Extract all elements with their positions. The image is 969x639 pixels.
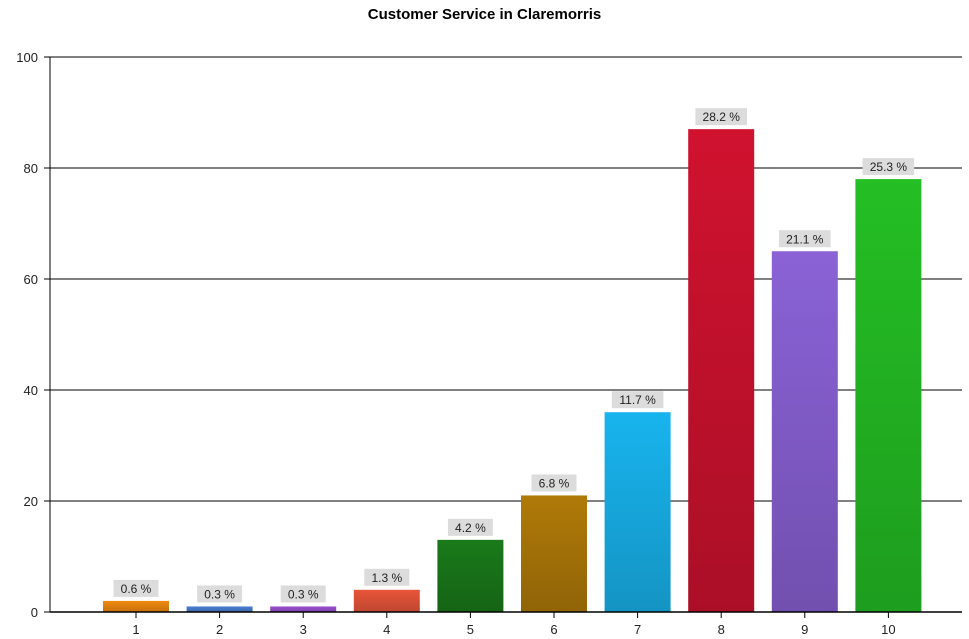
bar-3 — [270, 606, 337, 612]
data-label-bg — [862, 158, 915, 176]
data-label-bg — [280, 585, 326, 603]
data-label-bg — [197, 585, 243, 603]
axes: 0 20 40 60 80 100 1 2 3 4 5 6 7 8 9 10 — [16, 50, 962, 637]
y-tick-label: 80 — [24, 161, 38, 176]
y-tick-label: 0 — [31, 605, 38, 620]
bars: 0.6 % 0.3 % 0.3 % 1.3 % 4.2 % 6.8 % 11.7 % 28.2… — [103, 108, 922, 612]
data-label-bg — [531, 474, 577, 492]
data-label: 11.7 % — [619, 393, 656, 407]
data-label-bg — [113, 579, 159, 597]
x-tick-label: 2 — [216, 622, 223, 637]
x-tick-label: 7 — [634, 622, 641, 637]
data-label-bg — [364, 568, 410, 586]
data-label-bg — [695, 108, 747, 126]
data-label-bg — [447, 518, 493, 536]
x-tick-label: 8 — [718, 622, 725, 637]
x-tick-label: 9 — [801, 622, 808, 637]
bar-9 — [771, 251, 838, 612]
data-label: 6.8 % — [539, 476, 570, 490]
data-label: 1.3 % — [371, 571, 402, 585]
data-label-bg — [611, 391, 664, 409]
data-label: 4.2 % — [455, 521, 486, 535]
x-tick-label: 10 — [881, 622, 895, 637]
data-label: 21.1 % — [786, 232, 824, 246]
bar-8 — [688, 129, 755, 612]
data-label: 28.2 % — [703, 110, 741, 124]
y-tick-label: 100 — [16, 50, 38, 65]
x-tick-label: 5 — [467, 622, 474, 637]
y-tick-label: 40 — [24, 383, 38, 398]
x-tick-label: 4 — [383, 622, 390, 637]
x-tick-label: 1 — [132, 622, 139, 637]
bar-6 — [521, 495, 587, 612]
x-tick-label: 6 — [550, 622, 557, 637]
y-tick-label: 20 — [24, 494, 38, 509]
data-label: 0.3 % — [204, 587, 235, 601]
data-label-bg — [779, 230, 831, 248]
chart-title: Customer Service in Claremorris — [367, 6, 602, 23]
bar-1 — [103, 600, 169, 612]
bar-4 — [353, 589, 420, 612]
data-label: 25.3 % — [870, 160, 908, 174]
bar-10 — [855, 179, 922, 612]
data-label: 0.3 % — [288, 587, 319, 601]
x-tick-label: 3 — [300, 622, 307, 637]
y-tick-label: 60 — [24, 272, 38, 287]
bar-2 — [186, 606, 253, 612]
bar-7 — [604, 412, 671, 612]
bar-5 — [437, 539, 504, 612]
data-label: 0.6 % — [121, 582, 152, 596]
